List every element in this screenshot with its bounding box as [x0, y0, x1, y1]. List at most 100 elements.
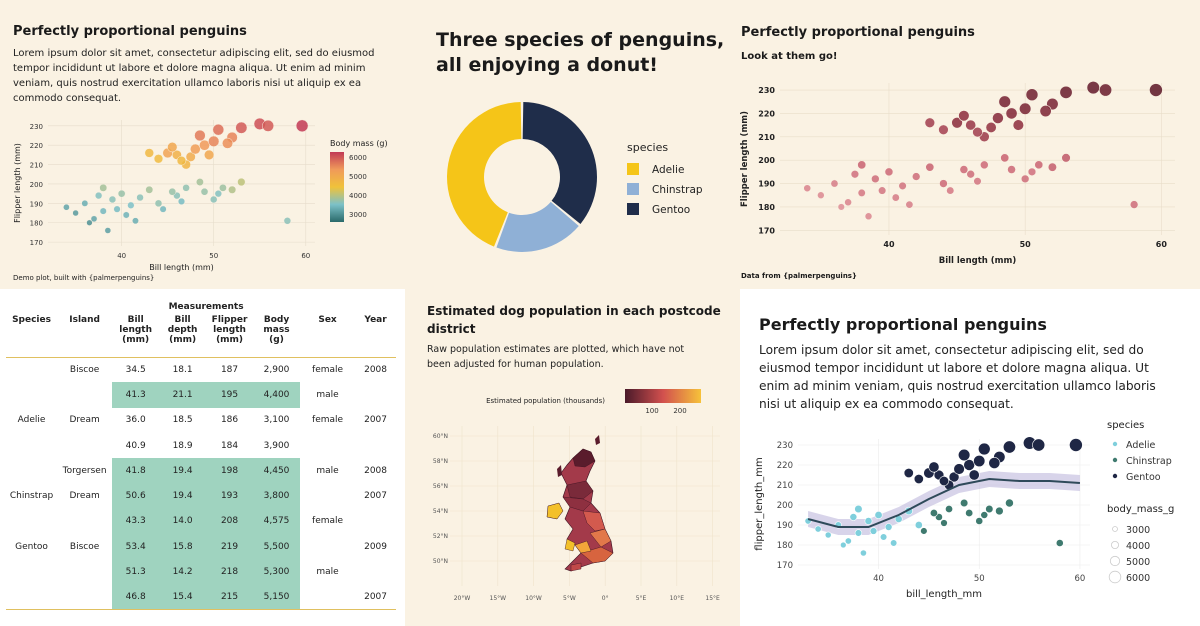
scatter-point	[803, 184, 812, 193]
scatter-point	[925, 162, 935, 172]
scatter-point	[1099, 83, 1113, 97]
cell-flipper-length: 219	[206, 534, 254, 560]
panel3-chart: 170 180 190 200 210 220 230 40 50 60 Bill length (…	[740, 81, 1175, 266]
scatter-point	[122, 211, 130, 219]
map-colorbar	[625, 389, 701, 403]
y-tick-label: 210	[777, 481, 793, 491]
panel6-chart: 170 180 190 200 210 220 230 40 50 60 bill_length_m…	[754, 420, 1174, 600]
scatter-point	[167, 142, 178, 153]
scatter-point	[844, 198, 852, 207]
map-region	[562, 496, 592, 512]
scatter-point	[979, 160, 989, 170]
cell-bill-depth: 14.2	[159, 559, 207, 585]
cell-island: Biscoe	[69, 541, 100, 552]
x-tick-label: 60	[301, 252, 310, 260]
scatter-point	[195, 178, 204, 186]
cell-sex	[300, 433, 355, 458]
scatter-point-adelie	[890, 539, 898, 547]
y-tick-label: 220	[777, 461, 793, 471]
scatter-point-adelie	[874, 510, 883, 520]
lat-tick-label: 50°N	[433, 558, 448, 565]
scatter-point	[144, 148, 154, 158]
map-wales-region	[564, 538, 576, 552]
cell-species: Gentoo	[15, 541, 48, 552]
legend-tick: 6000	[349, 154, 367, 162]
scatter-point	[168, 187, 177, 196]
scatter-point-gentoo	[938, 475, 950, 487]
cell-flipper-length: 186	[220, 415, 239, 426]
scatter-point-chinstrap	[929, 508, 938, 518]
cell-body-mass: 4,575	[253, 508, 300, 535]
panel1-caption: Demo plot, built with {palmerpenguins}	[13, 274, 155, 282]
table-row: Chinstrap Dream 50.6 19.4 193 3,800 2007	[6, 483, 396, 509]
legend-dot-gentoo	[1112, 473, 1118, 479]
panel3-caption: Data from {palmerpenguins}	[741, 272, 857, 280]
cell-flipper-length: 193	[206, 483, 254, 509]
panel6-text-line2: eiusmod tempor incididunt ut labore et d…	[759, 361, 1149, 375]
y-tick-label: 180	[30, 220, 43, 228]
scatter-point	[830, 179, 839, 188]
donut-title-line2: all enjoying a donut!	[436, 54, 658, 76]
legend-species-title: species	[1107, 420, 1144, 431]
cell-bill-depth: 21.1	[159, 382, 207, 408]
table-row: 51.3 14.2 218 5,300 male	[6, 559, 396, 585]
lon-tick-label: 15°E	[705, 595, 720, 602]
panel1-chart: 170 180 190 200 210 220 230 40 50 60 Bill length (…	[13, 117, 388, 272]
map-hebrides	[557, 465, 562, 477]
y-tick-label: 220	[30, 142, 43, 150]
scatter-point-gentoo	[913, 474, 924, 484]
scatter-point-gentoo	[928, 461, 940, 473]
scatter-point	[200, 187, 209, 196]
scatter-point	[283, 217, 292, 225]
cell-sex: female	[312, 364, 344, 375]
scatter-point	[924, 117, 936, 128]
scatter-point-gentoo	[1032, 438, 1046, 452]
scatter-point	[262, 119, 275, 132]
scatter-point	[90, 215, 98, 223]
legend-label-chinstrap: Chinstrap	[1126, 456, 1172, 467]
scatter-point	[1061, 153, 1071, 163]
scatter-point-adelie	[869, 527, 878, 535]
scatter-point	[117, 189, 126, 198]
scatter-point-gentoo	[1002, 440, 1016, 454]
cell-island	[57, 559, 112, 584]
legend-size-label: 6000	[1126, 573, 1150, 584]
y-axis-label: Flipper length (mm)	[13, 143, 22, 223]
scatter-point	[973, 177, 982, 186]
scatter-point	[99, 207, 107, 215]
scatter-point	[228, 185, 237, 194]
scatter-point	[210, 195, 218, 204]
cell-island: Biscoe	[69, 364, 100, 375]
y-tick-label: 220	[758, 109, 775, 118]
panel-species-scatter: Perfectly proportional penguins Lorem ip…	[740, 289, 1200, 626]
x-tick-label: 50	[209, 252, 218, 260]
scatter-point	[1027, 167, 1037, 177]
cell-body-mass: 5,150	[253, 584, 300, 611]
scatter-point-chinstrap	[1055, 539, 1064, 547]
cell-species: Chinstrap	[9, 491, 54, 502]
scatter-point-gentoo	[973, 454, 986, 468]
scatter-point	[212, 123, 225, 136]
map-chart: 60°N 58°N 56°N 54°N 52°N 50°N 20°W 15°W 10°W 5°W 0…	[433, 389, 720, 602]
y-axis-label: Flipper length (mm)	[740, 111, 750, 207]
panel6-text-line4: nisi ut aliquip ex ea commodo consequat.	[759, 397, 1014, 411]
scatter-point	[235, 121, 248, 134]
x-tick-label: 40	[117, 252, 126, 260]
col-island: Island	[69, 315, 100, 325]
scatter-point-adelie	[864, 517, 873, 525]
donut-title-line1: Three species of penguins,	[436, 29, 725, 51]
scatter-point-chinstrap	[1005, 498, 1014, 508]
lat-tick-label: 60°N	[433, 433, 448, 440]
scatter-point	[1039, 105, 1052, 118]
scatter-point	[1012, 119, 1024, 131]
col-year: Year	[364, 315, 387, 325]
map-region	[582, 510, 606, 532]
donut-slice-chinstrap	[496, 201, 579, 253]
col-species: Species	[12, 315, 51, 325]
panel6-title: Perfectly proportional penguins	[759, 315, 1047, 334]
scatter-point	[1129, 200, 1139, 209]
col-flipper-length: Flipper length (mm)	[211, 315, 248, 345]
scatter-point	[992, 112, 1004, 124]
y-tick-label: 190	[30, 200, 43, 208]
y-tick-label: 190	[758, 180, 775, 189]
